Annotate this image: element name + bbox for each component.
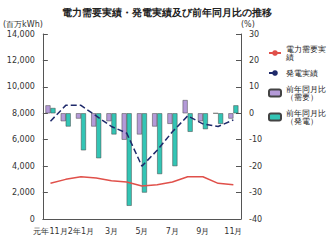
svg-text:11月: 11月 xyxy=(224,227,242,236)
svg-text:5月: 5月 xyxy=(135,227,148,236)
svg-text:9月: 9月 xyxy=(196,227,209,236)
svg-text:電力需要実績・発電実績及び前年同月比の推移: 電力需要実績・発電実績及び前年同月比の推移 xyxy=(62,7,272,18)
svg-text:8,000: 8,000 xyxy=(12,109,35,118)
svg-text:0: 0 xyxy=(30,215,35,224)
svg-text:10,000: 10,000 xyxy=(7,82,35,91)
svg-text:-20: -20 xyxy=(249,162,262,171)
svg-text:-40: -40 xyxy=(249,215,262,224)
svg-text:2年1月: 2年1月 xyxy=(68,227,94,236)
svg-text:10: 10 xyxy=(249,82,259,91)
svg-text:14,000: 14,000 xyxy=(7,30,35,39)
svg-text:6,000: 6,000 xyxy=(12,135,35,144)
svg-text:元年11月: 元年11月 xyxy=(33,227,67,236)
svg-text:30: 30 xyxy=(249,30,259,39)
svg-text:-30: -30 xyxy=(249,188,262,197)
svg-text:4,000: 4,000 xyxy=(12,162,35,171)
svg-text:績: 績 xyxy=(285,53,294,62)
svg-text:電力需要実: 電力需要実 xyxy=(286,44,326,54)
svg-text:発電実績: 発電実績 xyxy=(286,69,318,78)
svg-text:(%): (%) xyxy=(241,20,255,29)
svg-text:前年同月比: 前年同月比 xyxy=(286,108,326,118)
svg-text:20: 20 xyxy=(249,56,259,65)
svg-text:7月: 7月 xyxy=(166,227,179,236)
svg-text:-10: -10 xyxy=(249,135,262,144)
svg-text:3月: 3月 xyxy=(105,227,118,236)
svg-text:前年同月比: 前年同月比 xyxy=(286,84,326,94)
svg-text:0: 0 xyxy=(249,109,254,118)
svg-text:（需要）: （需要） xyxy=(286,93,318,102)
svg-text:(百万kWh): (百万kWh) xyxy=(3,20,43,29)
svg-text:2,000: 2,000 xyxy=(12,188,35,197)
svg-text:（発電）: （発電） xyxy=(286,117,318,126)
svg-text:12,000: 12,000 xyxy=(7,56,35,65)
